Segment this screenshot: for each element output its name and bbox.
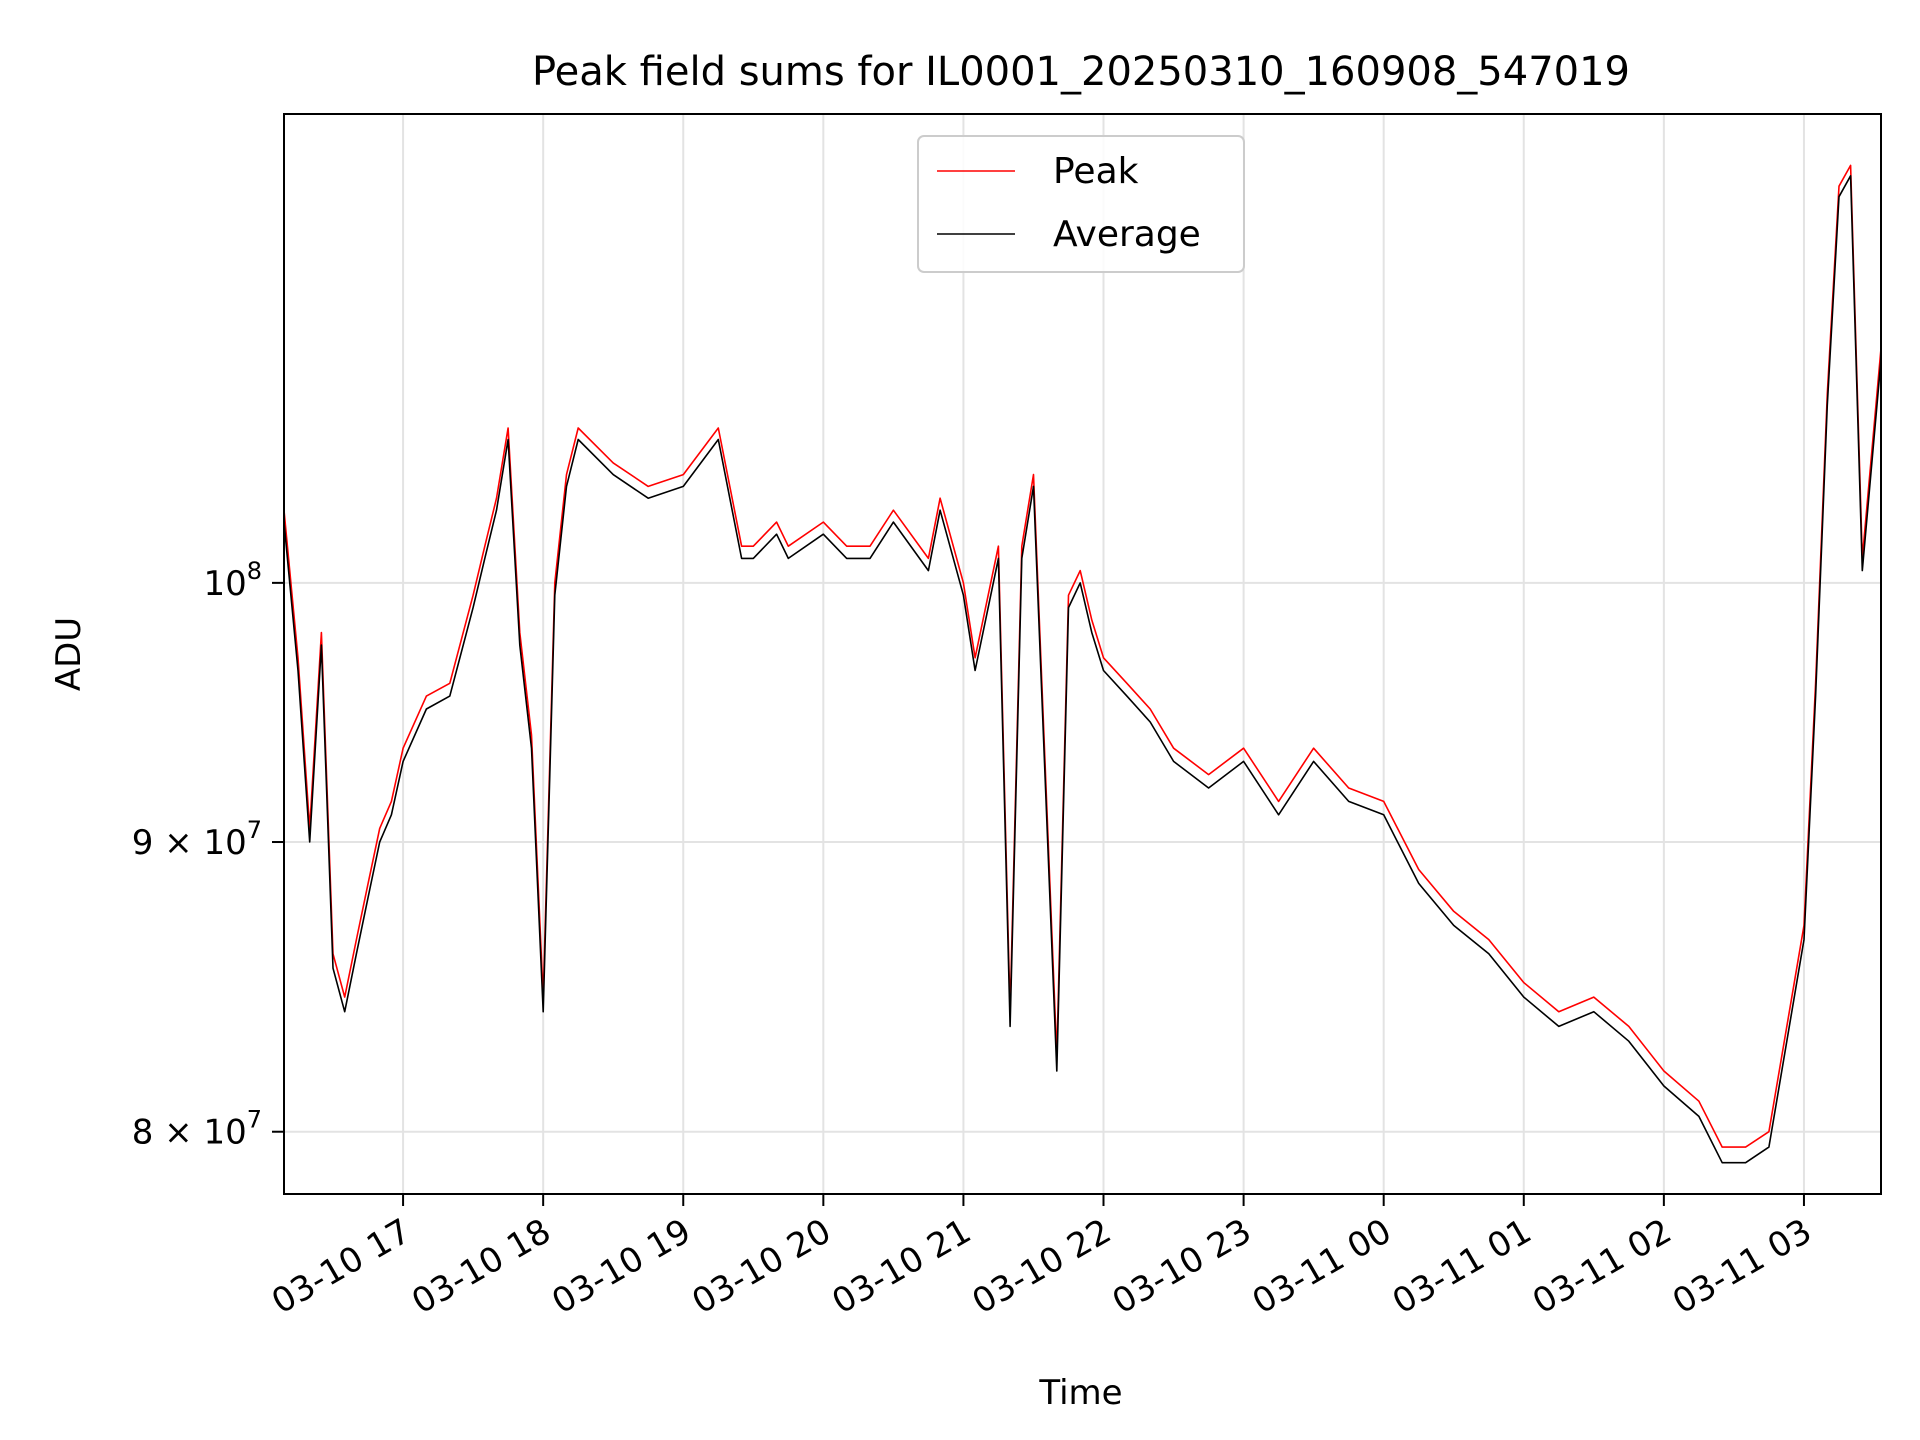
y-tick-exponent: 7: [247, 1106, 262, 1134]
y-tick-mantissa: 8: [132, 1113, 154, 1153]
legend-label-peak: Peak: [1053, 151, 1139, 192]
y-tick-base: 10: [203, 564, 246, 604]
chart-title: Peak field sums for IL0001_20250310_1609…: [532, 49, 1630, 95]
y-tick-mantissa: 9: [132, 823, 154, 863]
y-tick-exponent: 7: [247, 816, 262, 844]
legend-box: [917, 135, 1245, 273]
x-axis-label: Time: [1038, 1373, 1122, 1413]
series-line-peak: [283, 164, 1882, 1148]
plot-frame: [283, 113, 1882, 1195]
y-tick-times: × 10: [153, 823, 246, 863]
y-tick-exponent: 8: [247, 557, 262, 585]
y-tick-times: × 10: [153, 1113, 246, 1153]
y-tick-label: 8 × 107: [132, 1106, 262, 1153]
y-tick-label: 9 × 107: [132, 816, 262, 863]
y-axis-label: ADU: [49, 617, 89, 691]
legend: Peak Average: [917, 135, 1245, 273]
series-layer: [283, 164, 1882, 1164]
series-line-average: [283, 175, 1882, 1164]
y-tick-label: 108: [203, 557, 262, 604]
legend-label-average: Average: [1053, 214, 1201, 255]
